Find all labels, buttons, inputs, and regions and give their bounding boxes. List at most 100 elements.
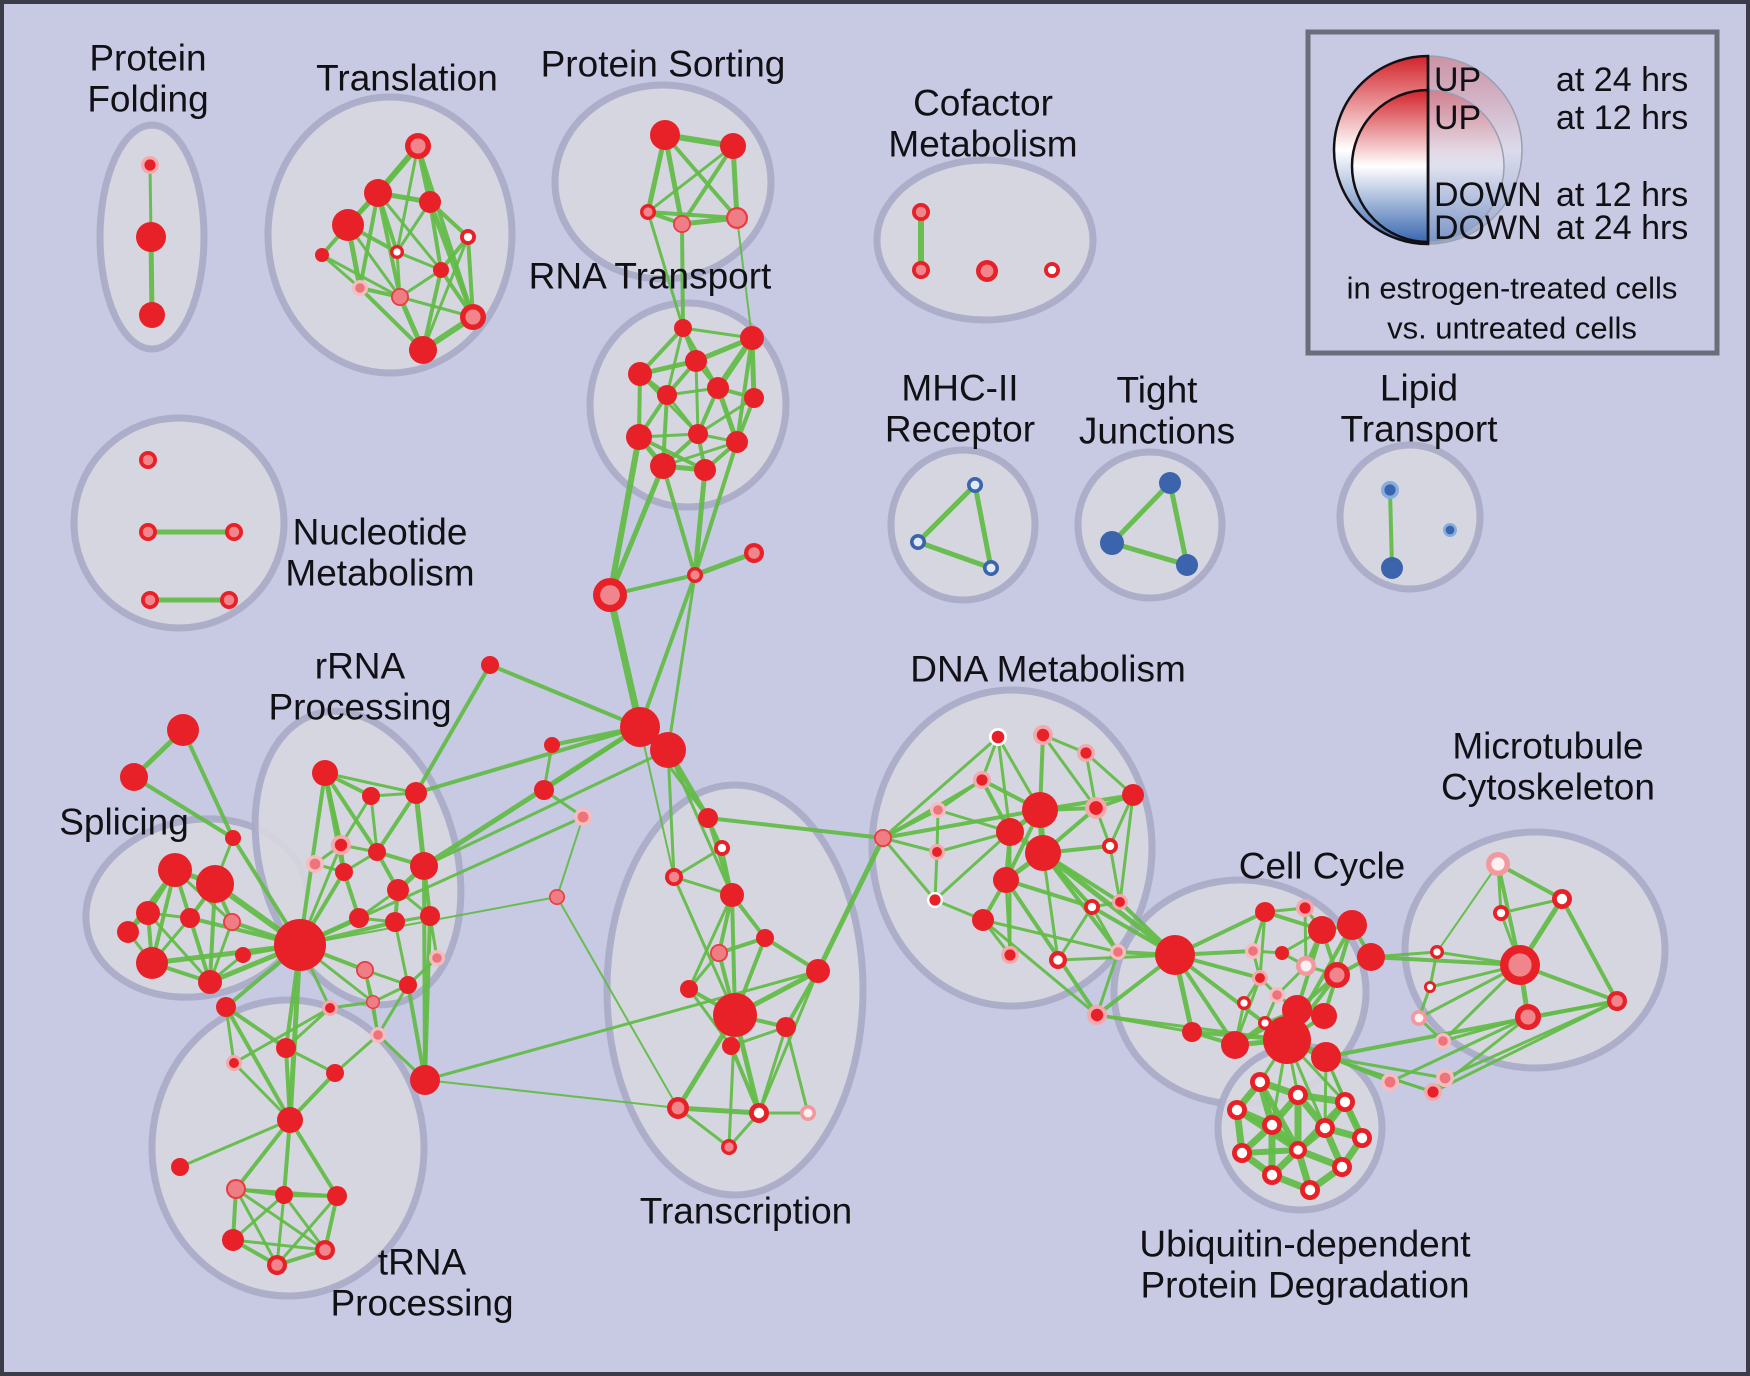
node-143-r <box>1182 1022 1202 1042</box>
node-128-center <box>1299 902 1311 914</box>
node-180-center <box>142 454 154 466</box>
node-51-r <box>180 908 200 928</box>
legend-row-up24-time: at 24 hrs <box>1556 61 1688 99</box>
edge <box>423 914 432 1082</box>
node-114-r <box>1025 835 1061 871</box>
cluster-label-nucleotide-metabolism-line1: Nucleotide <box>293 512 468 553</box>
edge <box>1095 1013 1194 1034</box>
node-123-r <box>1155 935 1195 975</box>
legend-row-up12-time: at 12 hrs <box>1556 99 1688 137</box>
node-61-center <box>309 858 321 870</box>
node-14-r <box>315 248 329 262</box>
node-142-r <box>1221 1031 1249 1059</box>
edge <box>424 1079 679 1109</box>
node-135-center <box>1329 967 1345 983</box>
edge <box>320 253 402 299</box>
node-108-center <box>976 774 988 786</box>
legend-box <box>1305 29 1720 356</box>
edge <box>680 144 735 226</box>
cluster-label-protein-folding-line1: Protein <box>89 38 206 79</box>
node-71-center <box>357 962 373 978</box>
cluster-label-mhc-ii-receptor-line1: MHC-II <box>901 368 1018 409</box>
edge <box>1526 999 1619 1019</box>
node-56-r <box>235 947 251 963</box>
edge <box>1499 897 1564 915</box>
edge <box>1388 488 1394 570</box>
node-48-r <box>158 853 192 887</box>
node-64-r <box>410 852 438 880</box>
node-119-r <box>972 909 994 931</box>
edge <box>1118 793 1135 904</box>
node-118-center <box>929 894 941 906</box>
edge <box>466 235 475 319</box>
node-102-center <box>803 1108 813 1118</box>
node-68-r <box>420 906 440 926</box>
cluster-label-microtubule-cytoskeleton-line2: Cytoskeleton <box>1441 767 1655 808</box>
edge <box>1388 1015 1530 1084</box>
node-20-center <box>915 206 927 218</box>
node-101-center <box>753 1107 765 1119</box>
node-34-r <box>650 453 676 479</box>
edge <box>675 1105 762 1116</box>
node-17-center <box>643 207 653 217</box>
node-88-center <box>271 1259 283 1271</box>
node-134-center <box>1300 960 1312 972</box>
node-184-center <box>223 594 235 606</box>
cluster-rna-transport-region <box>586 299 790 511</box>
edge <box>231 1193 286 1242</box>
edge <box>680 222 685 330</box>
node-85-r <box>327 1186 347 1206</box>
edge <box>1004 878 1099 1017</box>
node-137-center <box>1272 990 1282 1000</box>
node-130-r <box>1275 946 1289 960</box>
cluster-label-protein-sorting: Protein Sorting <box>541 44 786 85</box>
cluster-label-ubiquitin-degradation-line2: Protein Degradation <box>1140 1265 1469 1306</box>
node-115-center <box>932 847 942 857</box>
node-165-center <box>1356 1132 1368 1144</box>
edge <box>320 253 362 290</box>
node-160-center <box>1292 1089 1304 1101</box>
node-98-r <box>776 1017 796 1037</box>
node-73-center <box>367 996 379 1008</box>
node-72-r <box>399 976 417 994</box>
edge <box>414 725 642 795</box>
node-171-center <box>970 480 980 490</box>
edge <box>1090 905 1120 954</box>
node-44-center <box>550 890 564 904</box>
node-112-r <box>1022 792 1058 828</box>
cluster-label-rrna-processing-line2: Processing <box>268 687 451 728</box>
edge <box>358 191 380 290</box>
node-27-r <box>685 350 707 372</box>
cluster-label-rna-transport: RNA Transport <box>529 256 772 297</box>
node-106-center <box>1036 728 1050 742</box>
edge <box>646 210 685 330</box>
node-136-center <box>1255 973 1265 983</box>
edge <box>406 983 427 1082</box>
cluster-nucleotide-metabolism-region <box>70 414 288 632</box>
edge <box>666 748 676 879</box>
cluster-label-translation: Translation <box>316 58 498 99</box>
node-97-r <box>713 993 757 1037</box>
edge <box>981 918 1099 1017</box>
edge <box>1109 480 1173 546</box>
node-166-center <box>1236 1147 1248 1159</box>
edge <box>692 467 708 578</box>
node-26-r <box>628 362 652 386</box>
edge <box>881 808 1042 840</box>
node-179-center <box>1445 525 1455 535</box>
node-30-r <box>744 388 764 408</box>
node-25-r <box>740 326 764 350</box>
edge <box>224 1005 292 1122</box>
node-125-center <box>1053 955 1063 965</box>
node-150-center <box>1384 1076 1396 1088</box>
edge <box>694 359 700 436</box>
edge <box>376 191 402 299</box>
edge <box>1041 733 1098 810</box>
node-149-r <box>1311 1042 1341 1072</box>
legend-caption-line1: in estrogen-treated cells <box>1347 271 1678 306</box>
edge <box>607 434 642 598</box>
node-45-r <box>167 714 199 746</box>
node-4-r <box>364 179 392 207</box>
edge <box>421 235 470 352</box>
